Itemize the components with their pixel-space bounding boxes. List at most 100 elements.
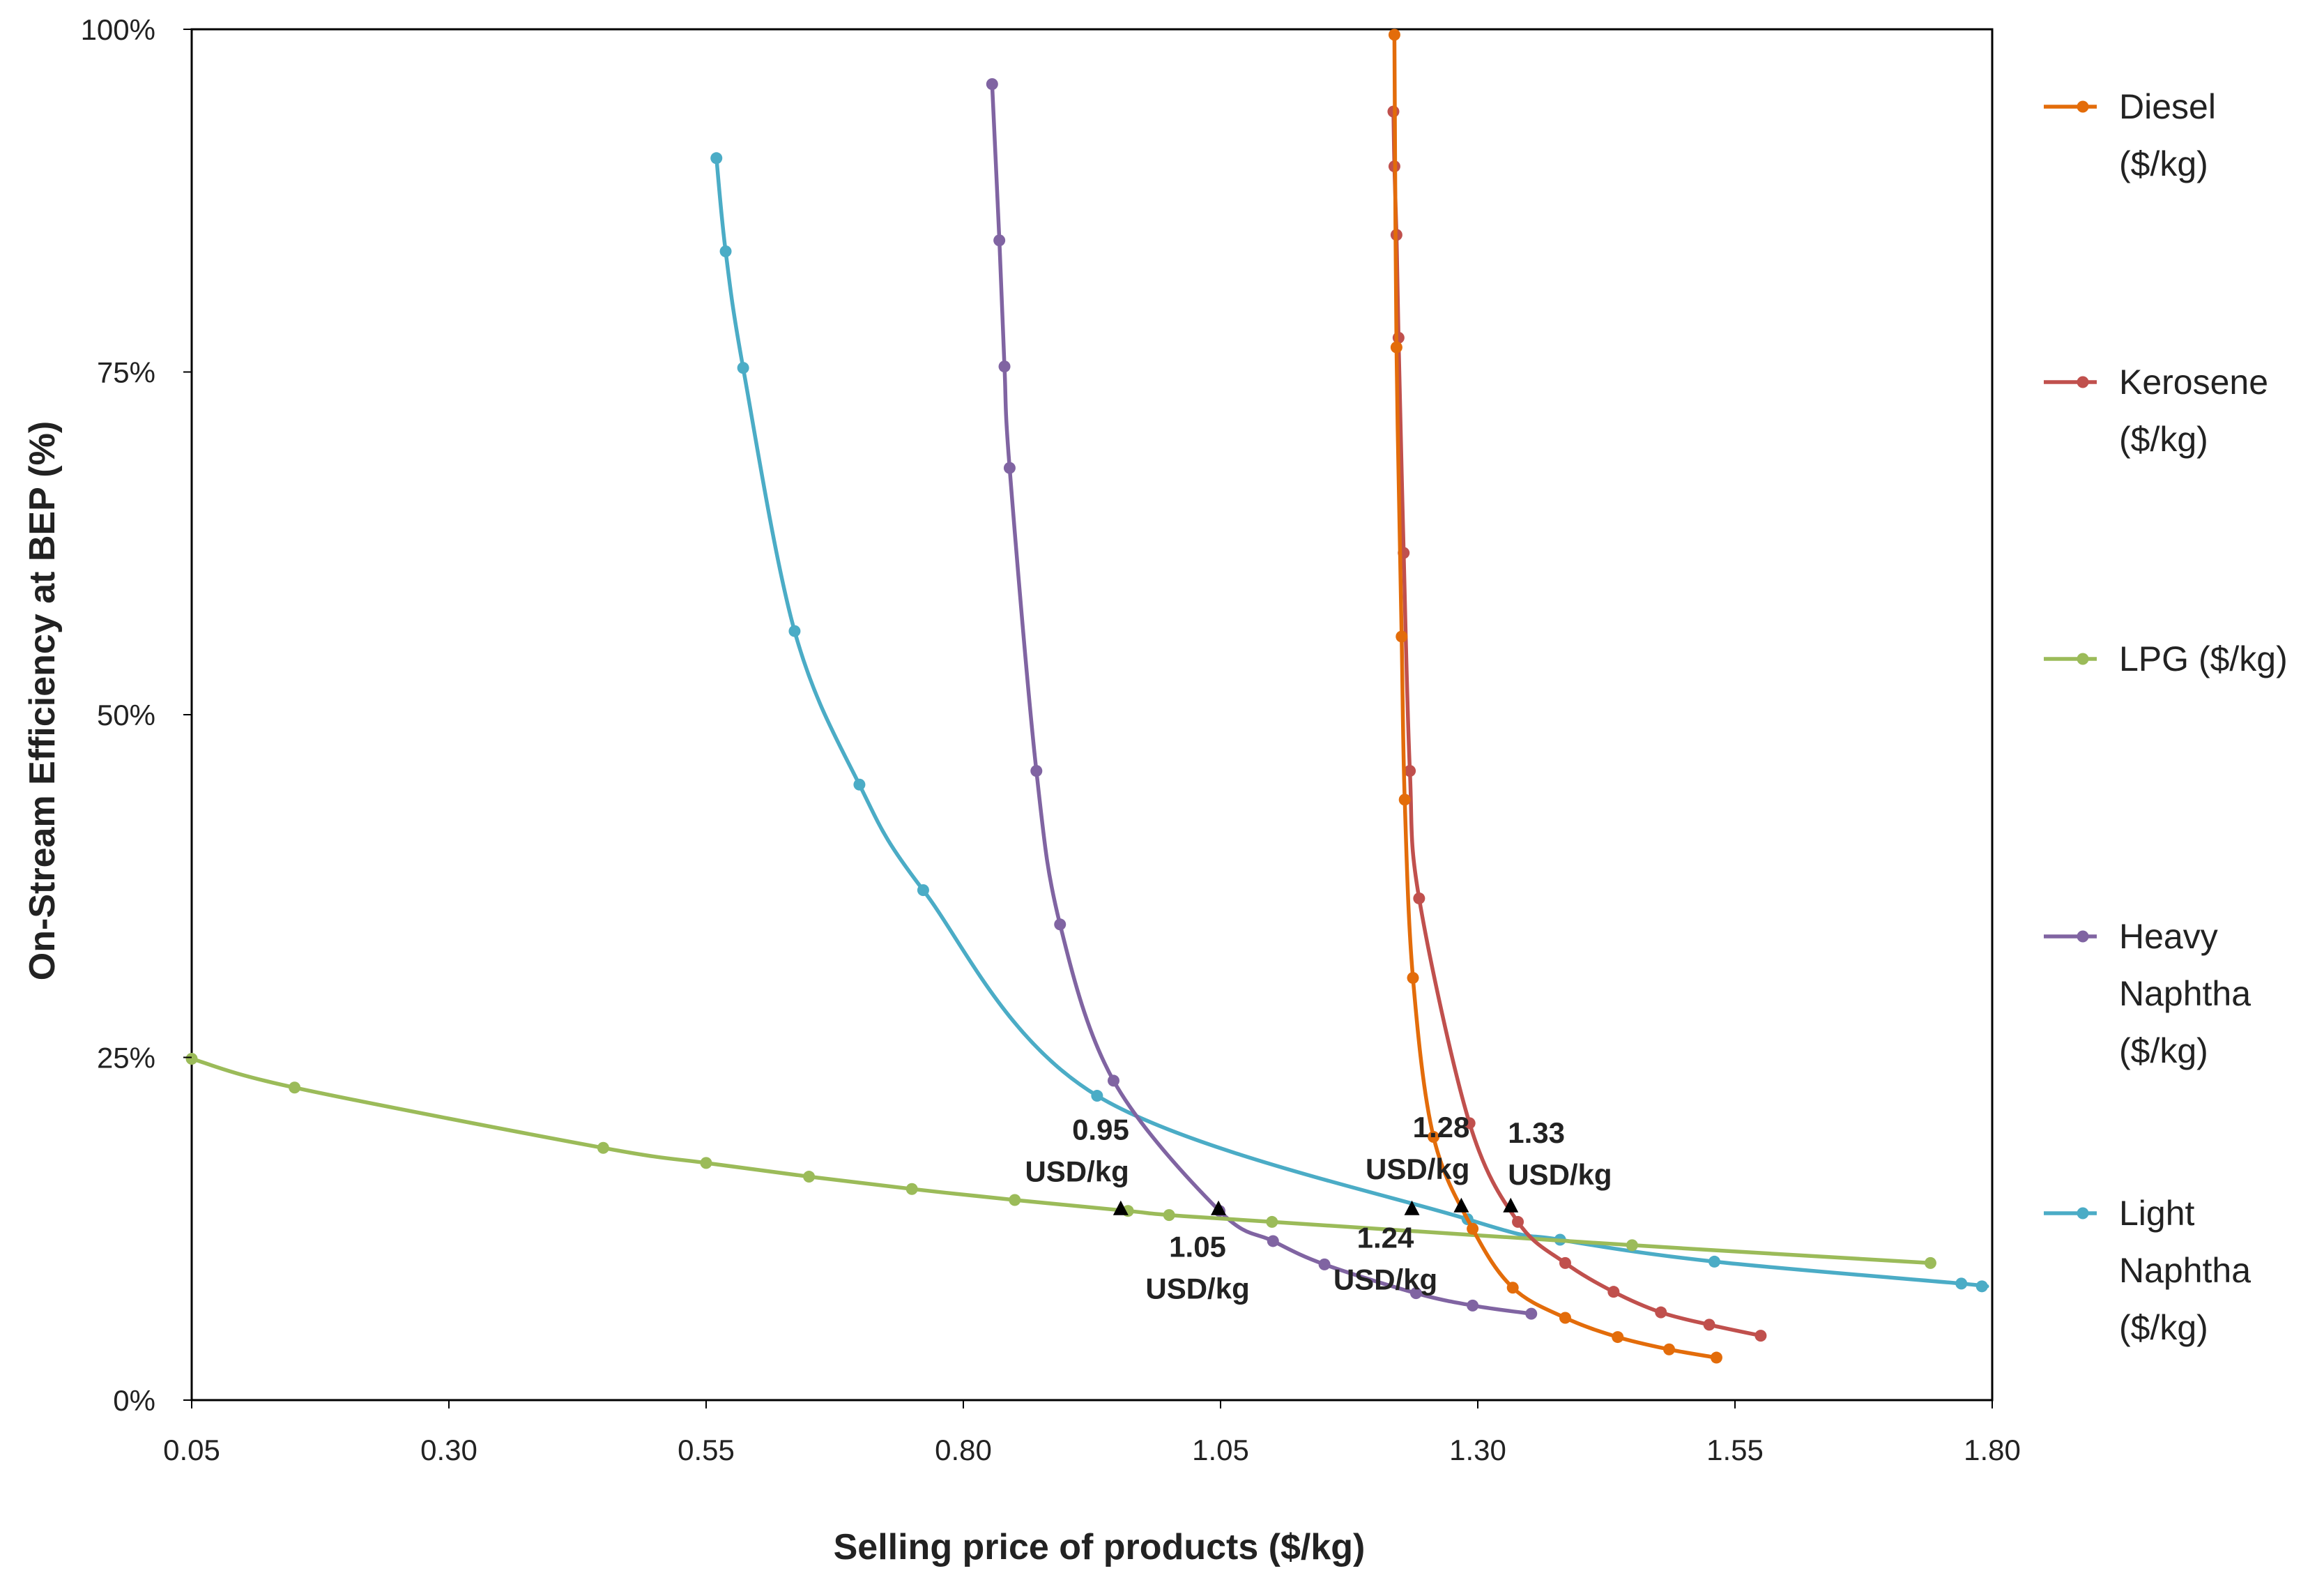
legend-label: Naphtha	[2119, 974, 2251, 1013]
legend-item-lpg: LPG ($/kg)	[2044, 639, 2288, 678]
diesel-point	[1407, 971, 1419, 984]
legend: Diesel ($/kg) Kerosene ($/kg) LPG ($/kg) Heav…	[2044, 87, 2288, 1347]
legend-item-kerosene: Kerosene ($/kg)	[2044, 363, 2268, 459]
x-tick-label: 0.55	[678, 1434, 735, 1466]
diesel-point	[1506, 1282, 1519, 1294]
annotation-1-24: 1.24 USD/kg	[1333, 1200, 1437, 1296]
diesel-point	[1710, 1351, 1722, 1364]
legend-label: Kerosene	[2119, 363, 2268, 402]
legend-label: ($/kg)	[2119, 1308, 2208, 1347]
lpg-point	[1266, 1215, 1278, 1228]
kerosene-point	[1512, 1215, 1524, 1228]
annotation-label: USD/kg	[1025, 1155, 1129, 1188]
annotation-label: 1.28	[1413, 1111, 1470, 1144]
heavy-naphtha-point	[1525, 1307, 1538, 1320]
legend-label: Heavy	[2119, 917, 2218, 956]
lpg-point	[1626, 1239, 1638, 1252]
legend-label: ($/kg)	[2119, 1031, 2208, 1070]
x-tick-label: 1.05	[1192, 1434, 1249, 1466]
legend-label: LPG ($/kg)	[2119, 639, 2288, 678]
annotation-label: USD/kg	[1333, 1263, 1437, 1296]
light-naphtha-point	[710, 152, 723, 165]
legend-label: ($/kg)	[2119, 420, 2208, 459]
heavy-naphtha-point	[1467, 1299, 1479, 1312]
annotation-1-33: 1.33 USD/kg	[1503, 1116, 1612, 1213]
triangle-marker-icon	[1211, 1200, 1227, 1215]
light-naphtha-point	[719, 245, 732, 257]
heavy-naphtha-point	[1409, 1287, 1422, 1300]
series-layer	[185, 29, 1989, 1364]
diesel-point	[1388, 29, 1400, 41]
lpg-point	[289, 1081, 301, 1094]
heavy-naphtha-point	[986, 78, 998, 91]
lpg-point	[597, 1141, 609, 1154]
light-naphtha-point	[788, 625, 801, 637]
lpg-point	[1009, 1194, 1021, 1206]
annotation-layer: 0.95 USD/kg 1.05 USD/kg 1.24 USD/kg 1.28 USD/kg…	[1025, 1111, 1612, 1305]
legend-item-light-naphtha: Light Naphtha ($/kg)	[2044, 1194, 2251, 1347]
triangle-marker-icon	[1404, 1200, 1420, 1215]
lpg-point	[1163, 1209, 1175, 1222]
axis-layer: 0.05 0.30 0.55 0.80 1.05 1.30 1.55 1.80 0% 25% 50%…	[81, 13, 2021, 1466]
diesel-point	[1559, 1312, 1571, 1324]
series-lpg	[185, 1052, 1936, 1269]
legend-item-heavy-naphtha: Heavy Naphtha ($/kg)	[2044, 917, 2251, 1070]
lpg-point	[700, 1157, 712, 1169]
annotation-label: USD/kg	[1508, 1158, 1612, 1191]
annotation-label: USD/kg	[1366, 1153, 1469, 1185]
heavy-naphtha-line	[990, 82, 1534, 1316]
legend-swatch-marker	[2077, 930, 2089, 943]
triangle-marker-icon	[1113, 1200, 1129, 1215]
heavy-naphtha-point	[1030, 765, 1043, 777]
legend-swatch-marker	[2077, 100, 2089, 113]
light-naphtha-point	[1975, 1280, 1988, 1293]
light-naphtha-point	[917, 884, 929, 897]
diesel-point	[1390, 341, 1402, 354]
kerosene-point	[1703, 1319, 1715, 1331]
annotation-label: 0.95	[1072, 1114, 1129, 1146]
x-axis-title: Selling price of products ($/kg)	[834, 1527, 1366, 1567]
legend-swatch-marker	[2077, 376, 2089, 388]
kerosene-point	[1463, 1117, 1476, 1130]
kerosene-point	[1413, 892, 1425, 904]
diesel-point	[1663, 1343, 1676, 1355]
legend-label: Light	[2119, 1194, 2195, 1233]
kerosene-point	[1559, 1256, 1571, 1269]
series-light-naphtha	[710, 152, 1989, 1293]
diesel-point	[1396, 630, 1408, 643]
annotation-label: 1.05	[1169, 1231, 1226, 1263]
y-axis-title: On-Stream Efficiency at BEP (%)	[22, 421, 63, 980]
y-tick-label: 0%	[113, 1384, 155, 1417]
x-tick-label: 1.30	[1449, 1434, 1506, 1466]
triangle-marker-icon	[1503, 1197, 1519, 1213]
diesel-line	[1392, 33, 1719, 1360]
y-tick-label: 50%	[97, 699, 155, 731]
heavy-naphtha-point	[1267, 1235, 1279, 1247]
series-diesel	[1388, 29, 1722, 1364]
lpg-point	[1924, 1256, 1936, 1269]
legend-swatch-marker	[2077, 653, 2089, 665]
light-naphtha-point	[1708, 1255, 1720, 1268]
diesel-point	[1612, 1331, 1624, 1344]
annotation-0-95: 0.95 USD/kg	[1025, 1114, 1129, 1215]
annotation-label: 1.33	[1508, 1116, 1565, 1149]
legend-label: Naphtha	[2119, 1251, 2251, 1290]
legend-item-diesel: Diesel ($/kg)	[2044, 87, 2216, 183]
kerosene-point	[1607, 1286, 1620, 1298]
series-heavy-naphtha	[986, 78, 1538, 1320]
heavy-naphtha-point	[1318, 1258, 1331, 1270]
annotation-label: USD/kg	[1145, 1273, 1249, 1305]
heavy-naphtha-point	[998, 360, 1011, 373]
annotation-1-28: 1.28 USD/kg	[1366, 1111, 1469, 1213]
x-tick-label: 1.55	[1706, 1434, 1764, 1466]
triangle-marker-icon	[1453, 1197, 1469, 1213]
y-tick-label: 100%	[81, 13, 155, 46]
heavy-naphtha-point	[1003, 462, 1016, 474]
diesel-point	[1467, 1222, 1479, 1235]
light-naphtha-point	[1091, 1090, 1103, 1102]
diesel-point	[1428, 1131, 1440, 1144]
x-tick-label: 1.80	[1964, 1434, 2021, 1466]
